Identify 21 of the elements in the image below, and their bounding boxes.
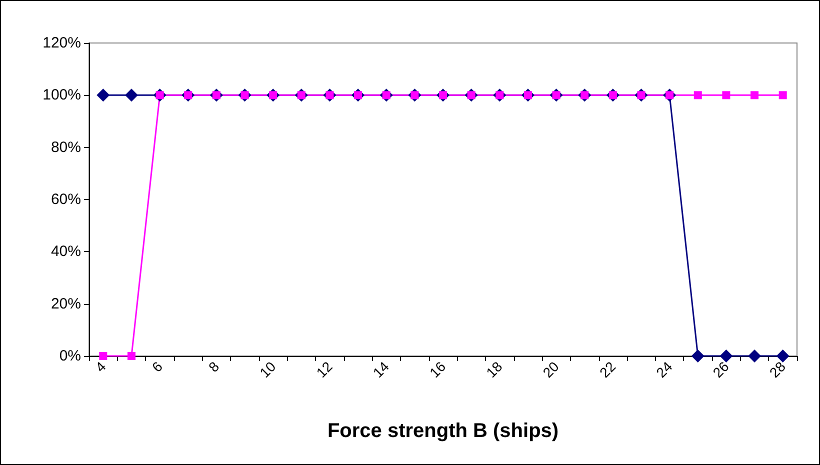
x-tick-label: 10 [256,358,279,381]
x-tick-label: 12 [313,358,336,381]
y-tick-label: 80% [50,138,81,156]
y-tick-label: 120% [42,34,81,52]
x-tick-label: 14 [370,358,392,381]
x-tick-label: 6 [148,358,166,376]
x-axis-title: Force strength B (ships) [327,420,559,442]
x-tick-label: 20 [540,358,562,381]
x-tick-label: 26 [710,358,732,381]
y-tick-label: 60% [50,191,81,208]
x-tick-label: 4 [92,358,109,376]
x-tick-label: 24 [652,358,676,381]
y-tick-label: 40% [50,243,81,260]
y-tick-label: 100% [42,86,81,104]
x-tick-label: 28 [766,358,789,381]
y-tick-label: 0% [59,348,81,364]
x-tick-label: 18 [482,358,506,381]
x-tick-label: 22 [596,358,619,381]
x-tick-label: 16 [426,358,449,381]
y-tick-label: 20% [50,295,81,312]
x-tick-label: 8 [205,358,222,376]
